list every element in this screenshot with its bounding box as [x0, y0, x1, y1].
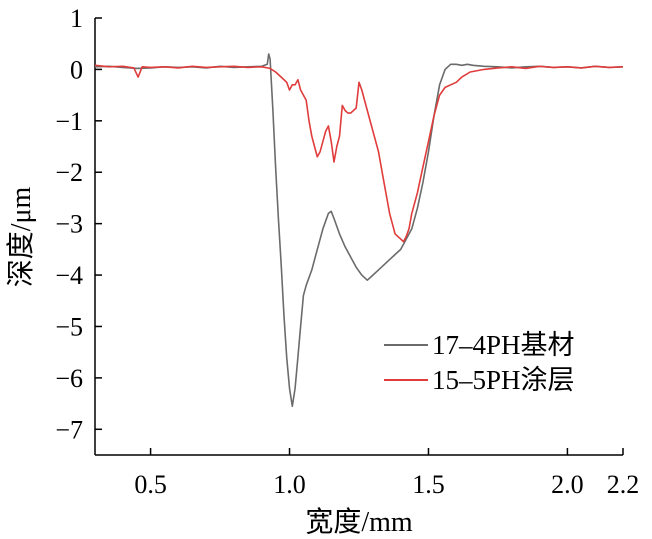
- x-tick-label: 0.5: [134, 470, 167, 499]
- x-tick-label: 2.2: [607, 470, 640, 499]
- y-tick-label: −7: [55, 415, 83, 444]
- legend-label-17-4ph: 17–4PH基材: [432, 330, 575, 360]
- x-axis-title: 宽度/mm: [305, 506, 413, 538]
- y-tick-label: −2: [55, 158, 83, 187]
- y-tick-label: 1: [70, 4, 83, 33]
- y-axis-title: 深度/μm: [5, 186, 37, 287]
- y-tick-label: 0: [70, 55, 83, 84]
- y-tick-label: −4: [55, 261, 83, 290]
- x-tick-label: 2.0: [551, 470, 584, 499]
- x-tick-label: 1.0: [273, 470, 306, 499]
- y-tick-label: −3: [55, 210, 83, 239]
- x-axis-ticks: 0.5 1.0 1.5 2.0 2.2: [134, 448, 639, 499]
- y-tick-label: −6: [55, 364, 83, 393]
- y-axis-ticks: 1 0 −1 −2 −3 −4 −5 −6 −7: [55, 4, 102, 444]
- plot-frame: [94, 18, 623, 456]
- x-tick-label: 1.5: [412, 470, 445, 499]
- y-tick-label: −5: [55, 312, 83, 341]
- legend: 17–4PH基材 15–5PH涂层: [384, 330, 575, 395]
- series-layer: [94, 53, 624, 408]
- series-line-15-5ph: [94, 64, 624, 243]
- legend-label-15-5ph: 15–5PH涂层: [432, 365, 575, 395]
- y-tick-label: −1: [55, 107, 83, 136]
